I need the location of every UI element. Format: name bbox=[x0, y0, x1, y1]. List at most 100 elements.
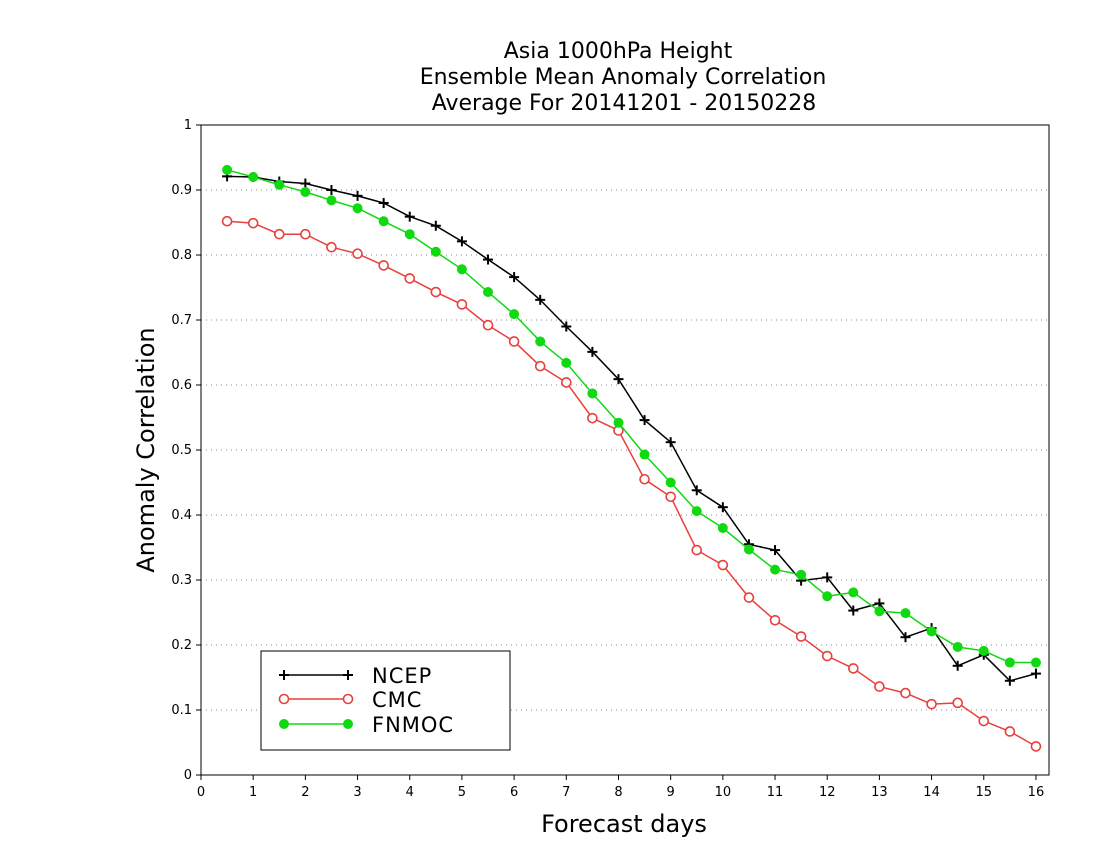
ncep-point bbox=[326, 185, 337, 195]
fnmoc-point bbox=[587, 388, 598, 399]
cmc-point bbox=[1004, 726, 1016, 737]
cmc-point bbox=[508, 336, 520, 347]
cmc-point bbox=[743, 592, 755, 603]
cmc-point bbox=[691, 544, 703, 556]
legend-label: NCEP bbox=[372, 664, 432, 688]
x-tick-label: 5 bbox=[458, 785, 466, 800]
y-tick-label: 0.9 bbox=[171, 183, 192, 198]
cmc-point bbox=[717, 559, 729, 571]
fnmoc-point bbox=[404, 229, 415, 240]
ncep-point bbox=[535, 294, 546, 305]
fnmoc-point bbox=[222, 164, 233, 175]
fnmoc-point bbox=[456, 264, 467, 275]
x-tick-label: 12 bbox=[819, 785, 836, 800]
cmc-point bbox=[221, 215, 233, 227]
ncep-line bbox=[227, 175, 1037, 682]
fnmoc-point bbox=[326, 195, 337, 206]
cmc-point bbox=[482, 319, 494, 331]
cmc-point bbox=[952, 697, 963, 709]
legend-item-fnmoc: FNMOC bbox=[279, 713, 454, 737]
y-axis-label: Anomaly Correlation bbox=[132, 327, 160, 572]
fnmoc-point bbox=[822, 591, 833, 602]
legend-box bbox=[260, 650, 511, 751]
y-tick-label: 0.6 bbox=[171, 378, 192, 393]
fnmoc-point bbox=[926, 626, 937, 637]
fnmoc-line bbox=[226, 169, 1036, 664]
cmc-point bbox=[273, 228, 285, 240]
cmc-point bbox=[665, 491, 676, 503]
ncep-point bbox=[822, 572, 833, 583]
ncep-point bbox=[430, 220, 441, 231]
fnmoc-point bbox=[248, 172, 259, 182]
chart-title: Asia 1000hPa Height Ensemble Mean Anomal… bbox=[420, 39, 827, 116]
series-layer bbox=[221, 164, 1042, 752]
x-tick-label: 10 bbox=[715, 785, 732, 800]
cmc-point bbox=[456, 299, 468, 310]
cmc-point bbox=[821, 650, 833, 662]
fnmoc-point bbox=[796, 569, 807, 580]
fnmoc-point bbox=[274, 179, 285, 190]
x-tick-label: 4 bbox=[406, 785, 414, 800]
y-tick-label: 0 bbox=[184, 768, 192, 783]
cmc-point bbox=[534, 360, 546, 372]
cmc-point bbox=[795, 631, 807, 642]
ncep-point bbox=[717, 502, 728, 513]
ncep-point bbox=[587, 346, 598, 357]
cmc-point bbox=[300, 228, 311, 240]
title-line-1: Asia 1000hPa Height bbox=[504, 39, 733, 64]
fnmoc-point bbox=[613, 417, 624, 428]
ncep-point bbox=[613, 374, 624, 385]
cmc-point bbox=[430, 286, 442, 298]
ncep-point bbox=[1030, 668, 1041, 679]
ncep-point bbox=[378, 198, 389, 208]
fnmoc-point bbox=[717, 523, 728, 533]
fnmoc-point bbox=[1004, 657, 1015, 668]
cmc-point bbox=[378, 260, 389, 271]
y-tick-label: 0.4 bbox=[171, 508, 192, 523]
cmc-point bbox=[404, 273, 416, 284]
gridlines bbox=[201, 124, 1049, 711]
x-tick-label: 8 bbox=[614, 785, 622, 800]
ncep-point bbox=[483, 254, 494, 265]
fnmoc-point bbox=[770, 564, 781, 575]
fnmoc-point bbox=[1030, 657, 1041, 668]
ncep-point bbox=[639, 415, 650, 426]
ncep-point bbox=[352, 190, 363, 201]
ncep-point bbox=[952, 660, 963, 671]
y-tick-label: 0.1 bbox=[171, 703, 192, 718]
fnmoc-point bbox=[561, 357, 572, 368]
legend-label: FNMOC bbox=[372, 713, 454, 737]
cmc-point bbox=[247, 217, 259, 229]
fnmoc-point bbox=[691, 506, 702, 517]
x-tick-label: 6 bbox=[510, 785, 518, 800]
fnmoc-point bbox=[378, 216, 389, 227]
cmc-point bbox=[978, 715, 990, 727]
cmc-point bbox=[560, 377, 572, 388]
ncep-point bbox=[456, 236, 467, 247]
y-tick-label: 0.2 bbox=[171, 638, 192, 653]
x-tick-label: 15 bbox=[975, 785, 992, 800]
title-line-3: Average For 20141201 - 20150228 bbox=[432, 91, 817, 116]
x-tick-label: 14 bbox=[923, 785, 940, 800]
cmc-point bbox=[1030, 741, 1042, 752]
legend-label: CMC bbox=[372, 688, 422, 712]
x-tick-label: 3 bbox=[353, 785, 361, 800]
fnmoc-point bbox=[848, 587, 859, 598]
series-ncep bbox=[222, 171, 1041, 686]
cmc-point bbox=[848, 663, 859, 674]
legend-item-ncep: NCEP bbox=[279, 664, 432, 688]
ncep-point bbox=[561, 321, 572, 332]
fnmoc-point bbox=[430, 246, 441, 257]
fnmoc-point bbox=[300, 186, 311, 197]
cmc-point bbox=[769, 614, 781, 626]
x-axis-label: Forecast days bbox=[541, 810, 707, 838]
cmc-point bbox=[352, 248, 363, 259]
y-tick-label: 0.3 bbox=[171, 573, 192, 588]
fnmoc-point bbox=[874, 606, 885, 617]
ncep-point bbox=[770, 545, 781, 556]
x-tick-label: 0 bbox=[197, 785, 205, 800]
fnmoc-point bbox=[352, 203, 363, 214]
legend-item-cmc: CMC bbox=[278, 688, 422, 712]
